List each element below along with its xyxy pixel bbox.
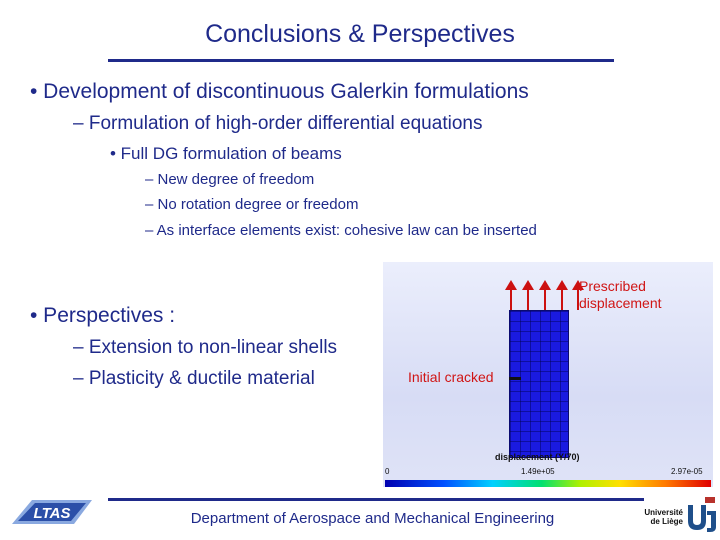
initial-crack-label: Initial cracked (408, 369, 494, 385)
bullet-perspectives: • Perspectives : (30, 304, 176, 327)
prescribed-displacement-label: Prescribed displacement (579, 278, 662, 311)
title-underline (108, 59, 614, 62)
item-nonlinear-shells: – Extension to non-linear shells (73, 337, 338, 358)
slide-title: Conclusions & Perspectives (205, 20, 515, 48)
ulg-shield-icon (688, 497, 716, 532)
item-no-rotation-dof: – No rotation degree or freedom (145, 196, 359, 213)
simulation-figure: Prescribed displacement Initial cracked … (383, 262, 713, 487)
svg-text:LTAS: LTAS (34, 505, 71, 522)
displacement-arrow (572, 280, 584, 310)
ulg-logo: Université de Liège (643, 493, 719, 535)
ltas-logo: LTAS (12, 500, 92, 524)
ulg-logo-text: Université de Liège (644, 508, 683, 526)
sub-bullet-high-order: – Formulation of high-order differential… (73, 113, 483, 134)
displacement-arrow (505, 280, 517, 310)
legend-mid: 1.49e+05 (521, 467, 555, 476)
legend-title: displacement (Y/70) (495, 452, 580, 462)
footer-rule (108, 498, 644, 501)
initial-crack (509, 377, 521, 380)
bullet-dg-formulations: • Development of discontinuous Galerkin … (30, 80, 529, 103)
footer-department: Department of Aerospace and Mechanical E… (190, 510, 555, 527)
item-new-dof: – New degree of freedom (145, 171, 315, 188)
beam-mesh (509, 310, 569, 458)
displacement-arrow (556, 280, 568, 310)
displacement-arrow (522, 280, 534, 310)
legend-min: 0 (385, 467, 390, 476)
displacement-arrow (539, 280, 551, 310)
item-plasticity: – Plasticity & ductile material (73, 368, 315, 389)
sub-sub-bullet-beams: • Full DG formulation of beams (110, 144, 342, 163)
legend-max: 2.97e-05 (671, 467, 703, 476)
color-legend-bar (385, 480, 711, 487)
item-cohesive-law: – As interface elements exist: cohesive … (145, 222, 537, 239)
